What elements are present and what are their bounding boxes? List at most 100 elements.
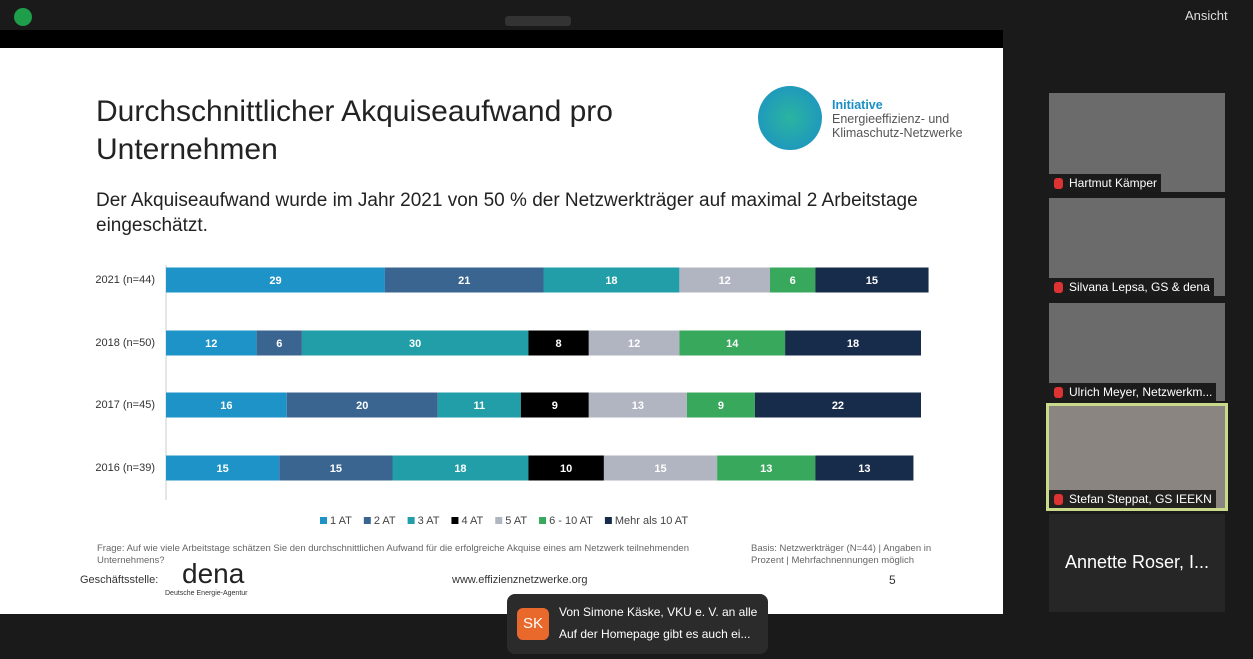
logo-text: Initiative Energieeffizienz- und Klimasc…: [832, 98, 963, 140]
data-label: 12: [205, 338, 217, 350]
bar-segment: [528, 455, 604, 481]
data-label: 15: [330, 463, 342, 475]
data-label: 15: [217, 463, 229, 475]
bar-segment: [166, 267, 385, 293]
basis: Basis: Netzwerkträger (N=44) | Angaben i…: [751, 543, 932, 566]
url: www.effizienznetzwerke.org: [452, 574, 588, 586]
drag-handle[interactable]: [505, 16, 571, 26]
legend-label: 2 AT: [374, 515, 396, 527]
data-label: 13: [760, 463, 772, 475]
top-bar: [0, 0, 1253, 30]
logo-line: Klimaschutz-Netzwerke: [832, 126, 963, 140]
legend-swatch: [451, 517, 459, 524]
legend-swatch: [539, 517, 547, 524]
slide-title: Durchschnittlicher Akquiseaufwand pro Un…: [96, 95, 613, 166]
bar-segment: [679, 267, 770, 293]
slide-subtitle: Der Akquiseaufwand wurde im Jahr 2021 vo…: [96, 190, 918, 236]
category-label: 2016 (n=39): [95, 462, 155, 474]
data-label: 12: [628, 338, 640, 350]
tile: Annette Roser, I...: [1049, 514, 1225, 612]
data-label: 20: [356, 400, 368, 412]
data-label: 12: [719, 275, 731, 287]
data-label: 9: [718, 400, 724, 412]
bar-segment: [717, 455, 816, 481]
bar-segment: [256, 330, 302, 356]
bar-segment: [815, 455, 914, 481]
data-label: 8: [556, 338, 562, 350]
bar-segment: [543, 267, 680, 293]
bar-segment: [603, 455, 718, 481]
data-label: 15: [866, 275, 878, 287]
data-label: 15: [654, 463, 666, 475]
tile: Stefan Steppat, GS IEEKN: [1046, 403, 1228, 511]
participant-name: Silvana Lepsa, GS & dena: [1049, 278, 1214, 296]
bar-segment: [279, 455, 393, 481]
data-label: 11: [474, 400, 486, 412]
data-label: 6: [276, 338, 282, 350]
bar-segment: [770, 267, 816, 293]
data-label: 29: [269, 275, 281, 287]
avatar: SK: [517, 608, 549, 640]
page-number: 5: [889, 573, 896, 587]
tile: Silvana Lepsa, GS & dena: [1049, 198, 1225, 296]
dena-full: Deutsche Energie-Agentur: [165, 590, 248, 597]
bar-segment: [286, 392, 438, 418]
data-label: 10: [560, 463, 572, 475]
participant-name: Hartmut Kämper: [1049, 174, 1162, 192]
bar-segment: [301, 330, 529, 356]
tile: Ulrich Meyer, Netzwerkm...: [1049, 303, 1225, 401]
legend-label: 4 AT: [461, 515, 483, 527]
bar-segment: [785, 330, 921, 356]
data-label: 22: [832, 400, 844, 412]
legend-label: 6 - 10 AT: [549, 515, 593, 527]
legend-swatch: [320, 517, 327, 524]
legend-label: 1 AT: [330, 515, 352, 527]
legend-swatch: [604, 517, 612, 524]
bar-segment: [754, 392, 921, 418]
logo-line: Initiative: [832, 98, 883, 112]
data-label: 13: [858, 463, 870, 475]
view-button[interactable]: Ansicht: [1185, 8, 1228, 23]
legend-label: Mehr als 10 AT: [615, 515, 688, 527]
category-label: 2021 (n=44): [95, 274, 155, 286]
participant-name: Ulrich Meyer, Netzwerkm...: [1049, 383, 1217, 401]
big-name: Annette Roser, I...: [1064, 552, 1210, 572]
legend-label: 5 AT: [505, 515, 527, 527]
data-label: 9: [552, 400, 558, 412]
bar-segment: [166, 455, 280, 481]
security-icon[interactable]: [14, 8, 32, 26]
bar-segment: [384, 267, 544, 293]
logo-line: Energieeffizienz- und: [832, 112, 950, 126]
share-bar: [0, 30, 1003, 48]
slide: Durchschnittlicher Akquiseaufwand pro Un…: [0, 48, 1003, 614]
bar-segment: [528, 330, 589, 356]
bar-segment: [679, 330, 786, 356]
legend-swatch: [407, 517, 415, 524]
logo: [758, 86, 822, 150]
bar-segment: [166, 392, 287, 418]
office: Geschäftsstelle:: [80, 574, 159, 586]
data-label: 16: [220, 400, 232, 412]
data-label: 14: [726, 338, 739, 350]
data-label: 13: [632, 400, 644, 412]
data-label: 21: [458, 275, 470, 287]
category-label: 2018 (n=50): [95, 337, 155, 349]
bar-segment: [588, 392, 687, 418]
chart: 2021 (n=44) 29 21 18 12 6 15 2018 (n=50) 12 6 30 8 1…: [95, 265, 929, 527]
bar-segment: [166, 330, 257, 356]
legend-swatch: [363, 517, 371, 524]
chat-popup[interactable]: SK Von Simone Käske, VKU e. V. an alle A…: [507, 594, 768, 654]
data-label: 18: [847, 338, 859, 350]
data-label: 18: [605, 275, 617, 287]
bar-segment: [588, 330, 680, 356]
legend-swatch: [495, 517, 503, 524]
question: Frage: Auf wie viele Arbeitstage schätze…: [97, 543, 689, 566]
data-label: 30: [409, 338, 421, 350]
chat-message: Auf der Homepage gibt es auch ei...: [559, 627, 751, 641]
data-label: 6: [790, 275, 796, 287]
participant-name: Stefan Steppat, GS IEEKN: [1049, 490, 1216, 508]
data-label: 18: [454, 463, 466, 475]
bar-segment: [392, 455, 529, 481]
tile: Hartmut Kämper: [1049, 93, 1225, 192]
